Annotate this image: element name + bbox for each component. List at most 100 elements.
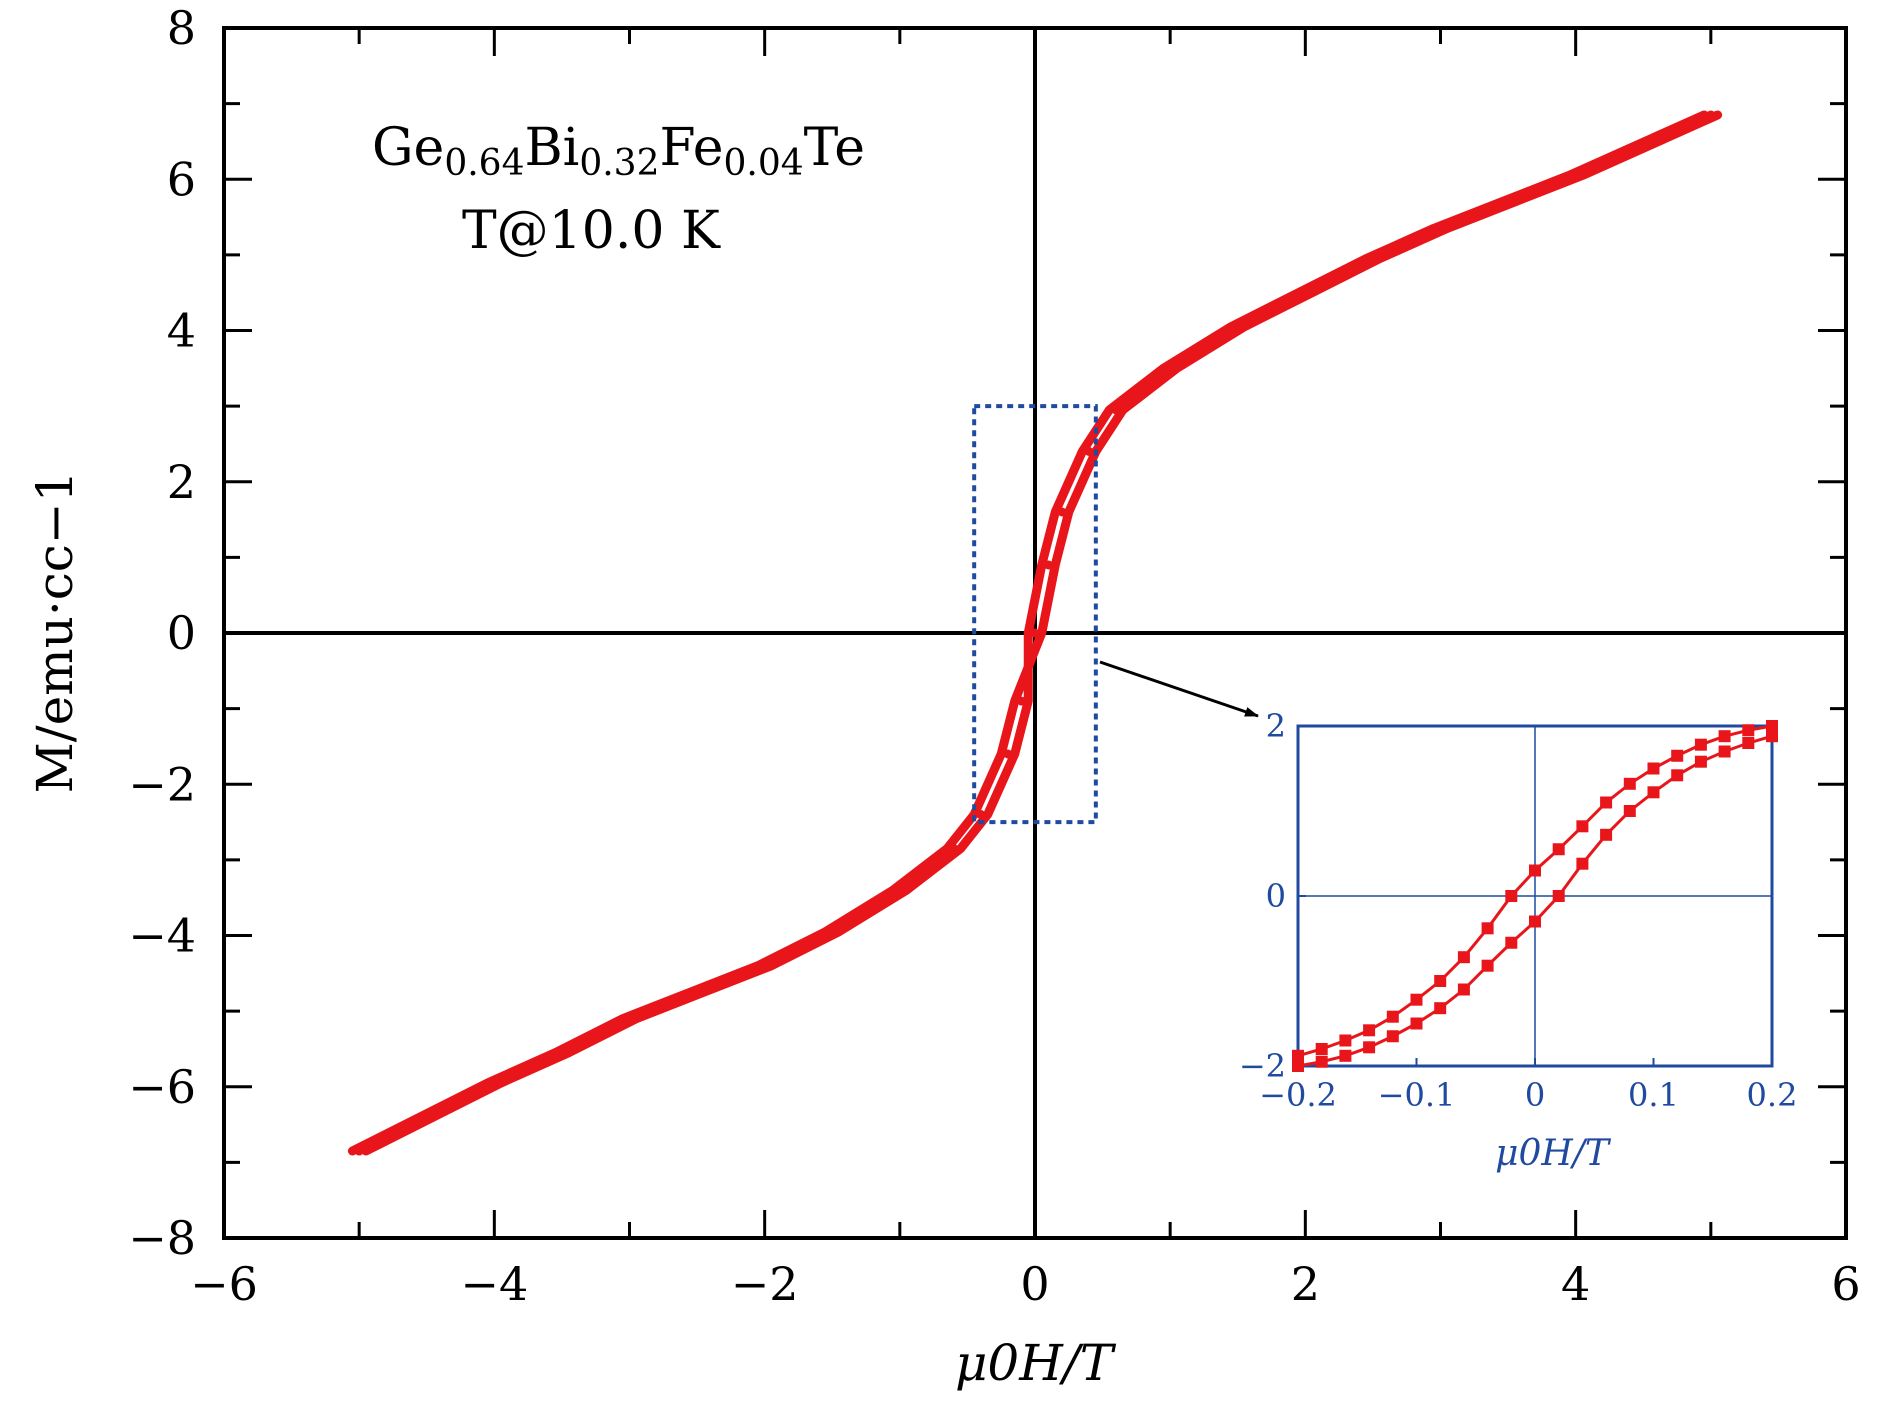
inset-data-point bbox=[1647, 786, 1660, 799]
inset-data-point bbox=[1339, 1049, 1352, 1062]
inset-chart: −0.2 −0.1 0 0.1 0.2 −2 0 2 μ0H/T bbox=[1239, 707, 1798, 1174]
main-data-point bbox=[692, 987, 702, 997]
main-data-point bbox=[1638, 140, 1648, 150]
y-tick-label: −8 bbox=[128, 1211, 196, 1265]
inset-y-tick-label: −2 bbox=[1239, 1047, 1286, 1085]
inset-data-point bbox=[1647, 762, 1660, 775]
temperature-label: T@10.0 K bbox=[462, 201, 721, 261]
inset-data-point bbox=[1529, 915, 1541, 928]
main-data-point bbox=[1030, 628, 1040, 638]
inset-data-point bbox=[1505, 890, 1518, 902]
zoom-region-box bbox=[972, 404, 1098, 825]
inset-x-axis-label: μ0H/T bbox=[1495, 1133, 1612, 1174]
main-data-point bbox=[1300, 288, 1310, 298]
inset-data-point bbox=[1434, 1002, 1447, 1015]
main-data-point bbox=[827, 927, 837, 937]
main-data-point bbox=[976, 810, 986, 819]
inset-data-point bbox=[1457, 951, 1470, 964]
inset-data-point bbox=[1363, 1041, 1376, 1054]
y-tick-label: 2 bbox=[167, 455, 196, 509]
y-tick-label: 4 bbox=[167, 304, 196, 358]
x-tick-label: 0 bbox=[1020, 1257, 1049, 1311]
inset-data-point bbox=[1386, 1030, 1399, 1043]
inset-data-point bbox=[1457, 983, 1470, 996]
main-data-point bbox=[1111, 405, 1121, 415]
y-tick-label: −4 bbox=[128, 909, 196, 963]
main-data-point bbox=[949, 844, 959, 854]
inset-data-point bbox=[1742, 724, 1755, 737]
inset-data-point bbox=[1600, 828, 1613, 841]
formula-label: Ge0.64Bi0.32Fe0.04Te bbox=[372, 118, 865, 184]
main-data-point bbox=[1003, 749, 1013, 759]
inset-data-point bbox=[1576, 857, 1589, 870]
inset-data-point bbox=[1742, 737, 1755, 749]
main-data-point bbox=[1165, 363, 1175, 373]
inset-data-point bbox=[1529, 864, 1541, 877]
inset-data-point bbox=[1694, 738, 1707, 751]
inset-data-point bbox=[1410, 1017, 1423, 1030]
inset-data-point bbox=[1694, 755, 1707, 768]
inset-data-point bbox=[1623, 777, 1636, 790]
inset-tick-labels: −0.2 −0.1 0 0.1 0.2 −2 0 2 bbox=[1239, 707, 1798, 1114]
main-data-point bbox=[354, 1146, 364, 1156]
y-tick-label: 6 bbox=[167, 152, 196, 206]
inset-x-tick-label: −0.2 bbox=[1259, 1076, 1337, 1114]
y-tick-label: 0 bbox=[167, 606, 196, 660]
inset-x-tick-label: 0.1 bbox=[1628, 1076, 1679, 1114]
main-series-line bbox=[347, 110, 1723, 1156]
inset-data-point bbox=[1505, 936, 1518, 949]
inset-data-point bbox=[1623, 805, 1636, 817]
y-tick-label: −2 bbox=[128, 757, 196, 811]
main-data-point bbox=[489, 1078, 499, 1088]
inset-data-point bbox=[1671, 749, 1684, 762]
main-data-point bbox=[625, 1014, 634, 1024]
main-data-point bbox=[1044, 560, 1054, 570]
inset-data-point bbox=[1718, 745, 1731, 758]
x-tick-label: 4 bbox=[1561, 1257, 1590, 1311]
x-tick-label: −6 bbox=[190, 1257, 258, 1311]
main-data-point bbox=[1057, 507, 1067, 517]
inset-x-tick-label: 0.2 bbox=[1747, 1076, 1798, 1114]
inset-data-point bbox=[1315, 1055, 1328, 1068]
main-data-point bbox=[1571, 170, 1581, 180]
inset-y-tick-label: 2 bbox=[1266, 707, 1286, 745]
main-data-point bbox=[1503, 197, 1513, 207]
inset-data-point bbox=[1410, 993, 1423, 1006]
zoom-arrow bbox=[1099, 660, 1259, 718]
inset-data-point bbox=[1671, 769, 1684, 782]
inset-x-tick-label: −0.1 bbox=[1378, 1076, 1456, 1114]
x-tick-label: 6 bbox=[1831, 1257, 1860, 1311]
inset-data-point bbox=[1766, 720, 1778, 732]
main-x-axis-label: μ0H/T bbox=[955, 1334, 1117, 1392]
inset-data-point bbox=[1339, 1034, 1352, 1047]
main-data-point bbox=[1233, 322, 1243, 332]
inset-data-point bbox=[1363, 1024, 1376, 1037]
inset-data-point bbox=[1386, 1010, 1399, 1023]
inset-data-point bbox=[1434, 975, 1447, 987]
main-data-point bbox=[422, 1112, 432, 1122]
inset-y-tick-label: 0 bbox=[1266, 877, 1286, 915]
inset-data-point bbox=[1600, 796, 1613, 809]
inset-x-tick-label: 0 bbox=[1525, 1076, 1545, 1114]
x-tick-label: −4 bbox=[460, 1257, 528, 1311]
main-data-point bbox=[1016, 696, 1026, 706]
main-data-point bbox=[1368, 254, 1378, 264]
inset-data-point bbox=[1292, 1060, 1304, 1072]
inset-data-point bbox=[1481, 922, 1494, 935]
main-data-point bbox=[1084, 447, 1094, 456]
y-tick-label: −6 bbox=[128, 1060, 196, 1114]
inset-data-point bbox=[1481, 959, 1494, 972]
inset-data-point bbox=[1576, 820, 1589, 833]
inset-data-point bbox=[1552, 843, 1565, 856]
main-data-point bbox=[760, 961, 770, 971]
main-data-point bbox=[557, 1048, 567, 1058]
inset-series-group bbox=[1292, 720, 1778, 1072]
main-data-point bbox=[895, 885, 905, 895]
x-tick-label: −2 bbox=[731, 1257, 799, 1311]
inset-data-point bbox=[1315, 1043, 1328, 1055]
inset-data-point bbox=[1292, 1049, 1304, 1062]
inset-data-point bbox=[1766, 730, 1778, 743]
